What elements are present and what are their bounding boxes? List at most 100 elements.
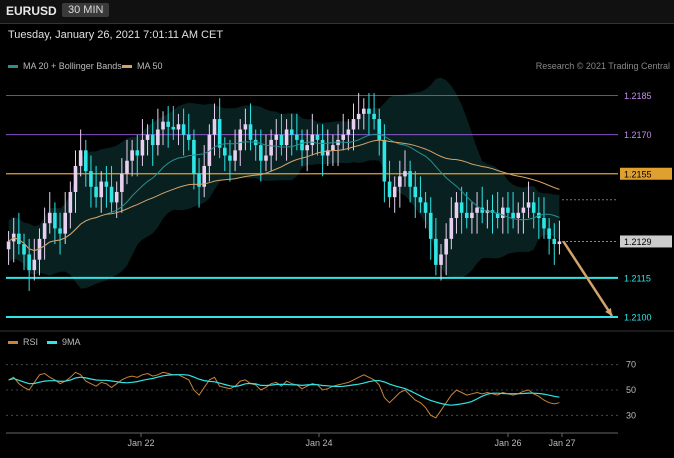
candle-body [526,202,531,208]
legend-bb-label: MA 20 + Bollinger Bands [23,61,122,71]
candle [367,93,371,135]
candle [382,124,387,203]
candle-body [295,134,299,140]
candle-body [73,165,78,192]
credit-label: Research © 2021 Trading Central [535,61,670,71]
candle-body [233,150,237,161]
candle [428,197,433,260]
candle-body [47,212,52,224]
candle-body [42,223,47,239]
candle-body [94,186,98,198]
level-label: 1.2100 [624,312,652,322]
rsi-panel: 70 50 30 [0,330,674,420]
x-tick-label: Jan 22 [127,438,154,448]
candle [418,176,423,213]
candle-body [161,121,165,130]
candle-body [197,173,201,187]
rsi-tick-label: 30 [626,410,636,420]
rsi-swatch [8,340,18,344]
candle-body [176,124,181,130]
candle-body [202,165,207,187]
candle-body [356,113,361,120]
candle [42,207,47,260]
legend-rsi-label: RSI [23,337,39,347]
candle-body [516,212,521,219]
candle-body [166,121,170,127]
candle [387,160,392,208]
projection-head [605,308,612,316]
candle-body [156,129,160,146]
x-tick-label: Jan 27 [548,438,575,448]
candle-body [382,139,387,182]
candle-body [238,129,243,151]
candle [289,113,294,156]
candle [6,231,11,265]
candle [109,165,114,213]
candle [94,165,98,208]
candle-body [109,186,114,203]
ma50-line [8,139,560,252]
candle [171,106,176,140]
candle-body [320,139,325,156]
candle-body [58,228,62,234]
candle [542,197,546,239]
candle [53,202,57,245]
interval-button[interactable]: 30 MIN [62,3,110,17]
candle [150,119,155,166]
candle [320,124,325,177]
candle [176,113,181,146]
price-levels: 1.2185 1.2170 1.2155 1.2129 1.2115 1.2100 [6,91,672,322]
candle-body [331,145,335,151]
candle [161,111,165,146]
candle [233,129,237,172]
candle [228,139,232,182]
bb-swatch [8,64,18,68]
rsi9-swatch [47,340,57,344]
candle [68,181,73,229]
candle-body [511,212,515,219]
moving-averages [8,133,560,252]
candle [377,108,382,156]
candle-body [464,212,469,219]
candles [6,93,562,291]
level-label: 1.2170 [624,130,652,140]
candle [459,186,464,234]
candle [310,113,315,156]
candle [398,160,402,208]
candle-body [361,108,366,114]
candle-body [217,119,222,148]
candle-body [408,171,412,187]
rsi-line [8,371,560,419]
candle-body [130,150,134,161]
candle [295,113,299,151]
candle-body [192,139,196,174]
candle [526,181,531,219]
candle [83,139,88,187]
candle [73,150,78,213]
candle-body [428,212,433,239]
candle-body [228,155,232,161]
candle [17,212,21,255]
candle [269,129,273,172]
candle-body [310,134,315,146]
candle-body [470,212,474,219]
candle [341,113,346,151]
candle [305,129,309,172]
candle-body [346,129,351,135]
candle-body [32,259,37,271]
level-1.2100: 1.2100 [6,312,652,322]
candle-body [135,150,140,156]
candle-body [63,212,68,234]
candle-body [557,241,562,245]
current-price-box [620,235,672,248]
candle [181,108,186,156]
candle-body [413,186,418,198]
legend-ma50: MA 50 [122,61,163,71]
level-box [620,167,672,180]
candle-body [341,134,346,140]
candle [166,106,170,148]
rsi-tick-label: 50 [626,385,636,395]
candle [197,158,201,208]
candle [78,129,83,177]
